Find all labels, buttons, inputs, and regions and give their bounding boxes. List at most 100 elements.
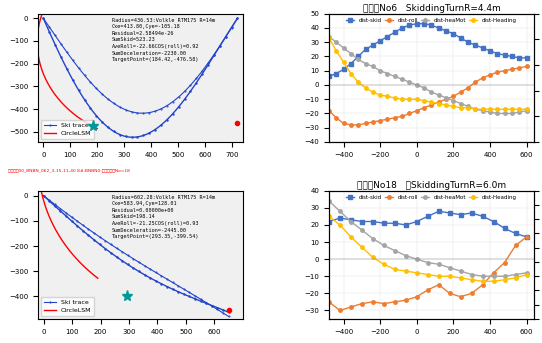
dist-Heading xyxy=(380,262,387,266)
dist-skid xyxy=(377,39,383,43)
dist-heaMot xyxy=(414,83,420,87)
Line: dist-skid: dist-skid xyxy=(327,22,528,78)
dist-skid xyxy=(494,51,500,56)
dist-heaMot xyxy=(403,254,409,258)
dist-skid xyxy=(447,211,453,215)
dist-Heading xyxy=(424,272,431,276)
CircleLSM xyxy=(98,45,104,49)
CircleLSM xyxy=(56,89,62,93)
dist-roll xyxy=(494,70,500,74)
dist-skid xyxy=(479,214,486,218)
dist-roll xyxy=(428,103,435,107)
dist-Heading xyxy=(472,107,479,111)
dist-roll xyxy=(403,298,409,302)
Text: ファイル00_BNBN_062_3-15-11-40 8#-BNBN0:カービングNo=18: ファイル00_BNBN_062_3-15-11-40 8#-BNBN0:カービン… xyxy=(8,168,130,172)
dist-skid xyxy=(355,55,362,59)
dist-skid xyxy=(380,221,387,225)
dist-roll xyxy=(399,114,405,118)
dist-heaMot xyxy=(501,111,508,116)
dist-roll xyxy=(326,109,332,113)
dist-heaMot xyxy=(501,274,508,278)
dist-skid xyxy=(347,218,354,222)
dist-Heading xyxy=(347,235,354,239)
dist-heaMot xyxy=(443,96,449,100)
dist-skid xyxy=(359,220,365,224)
CircleLSM xyxy=(94,127,100,131)
dist-skid xyxy=(491,220,497,224)
dist-heaMot xyxy=(384,72,391,76)
dist-Heading xyxy=(516,107,522,111)
dist-Heading xyxy=(355,80,362,84)
Line: CircleLSM: CircleLSM xyxy=(37,0,106,129)
Line: dist-heaMot: dist-heaMot xyxy=(327,35,528,115)
Ski trace xyxy=(142,111,149,115)
dist-Heading xyxy=(384,94,391,98)
Title: ターンNo6   SkiddingTurnR=4.4m: ターンNo6 SkiddingTurnR=4.4m xyxy=(363,4,500,13)
dist-skid xyxy=(428,23,435,27)
dist-roll xyxy=(362,121,369,126)
dist-roll xyxy=(501,260,508,264)
CircleLSM xyxy=(102,41,109,45)
Legend: Ski trace, CircleLSM: Ski trace, CircleLSM xyxy=(41,120,94,139)
Ski trace xyxy=(83,226,90,230)
dist-skid xyxy=(516,56,522,60)
dist-Heading xyxy=(370,256,376,260)
Line: dist-heaMot: dist-heaMot xyxy=(327,199,528,278)
dist-Heading xyxy=(487,107,493,111)
dist-roll xyxy=(491,271,497,275)
Legend: dist-skid, dist-roll, dist-heaMot, dist-Heading: dist-skid, dist-roll, dist-heaMot, dist-… xyxy=(345,16,518,24)
dist-skid xyxy=(450,32,456,36)
dist-Heading xyxy=(399,97,405,101)
dist-roll xyxy=(512,244,519,248)
Ski trace xyxy=(225,315,232,319)
dist-roll xyxy=(384,117,391,121)
dist-Heading xyxy=(435,102,442,106)
dist-Heading xyxy=(359,245,365,249)
dist-skid xyxy=(403,223,409,227)
Title: ターンNo18   弱SkiddingTurnR=6.0m: ターンNo18 弱SkiddingTurnR=6.0m xyxy=(357,181,506,190)
dist-roll xyxy=(421,106,427,110)
dist-heaMot xyxy=(479,274,486,278)
dist-Heading xyxy=(468,277,475,282)
dist-skid xyxy=(340,67,347,71)
dist-Heading xyxy=(479,107,486,111)
dist-Heading xyxy=(337,223,343,227)
CircleLSM xyxy=(83,121,89,125)
dist-skid xyxy=(424,214,431,218)
Line: dist-Heading: dist-Heading xyxy=(327,215,528,283)
dist-roll xyxy=(443,97,449,101)
dist-roll xyxy=(340,121,347,126)
dist-roll xyxy=(457,90,464,94)
dist-roll xyxy=(337,308,343,312)
dist-roll xyxy=(414,109,420,113)
dist-Heading xyxy=(508,107,515,111)
dist-heaMot xyxy=(494,111,500,116)
dist-Heading xyxy=(414,97,420,101)
Ski trace xyxy=(85,78,92,82)
dist-Heading xyxy=(494,107,500,111)
dist-skid xyxy=(370,43,376,47)
dist-skid xyxy=(399,26,405,30)
dist-roll xyxy=(464,86,471,90)
dist-skid xyxy=(501,53,508,57)
dist-Heading xyxy=(443,103,449,107)
dist-heaMot xyxy=(457,102,464,106)
Ski trace xyxy=(158,107,164,111)
dist-roll xyxy=(435,283,442,287)
dist-roll xyxy=(516,66,522,70)
dist-heaMot xyxy=(523,109,530,113)
dist-heaMot xyxy=(380,244,387,248)
dist-heaMot xyxy=(512,272,519,276)
dist-skid xyxy=(523,56,530,60)
dist-roll xyxy=(508,67,515,71)
dist-skid xyxy=(337,216,343,220)
dist-roll xyxy=(355,123,362,127)
dist-heaMot xyxy=(457,269,464,273)
Ski trace xyxy=(227,29,233,33)
dist-heaMot xyxy=(516,110,522,114)
Line: Ski trace: Ski trace xyxy=(43,195,229,317)
dist-roll xyxy=(370,300,376,304)
dist-roll xyxy=(377,119,383,123)
dist-Heading xyxy=(326,36,332,40)
dist-Heading xyxy=(391,267,398,271)
